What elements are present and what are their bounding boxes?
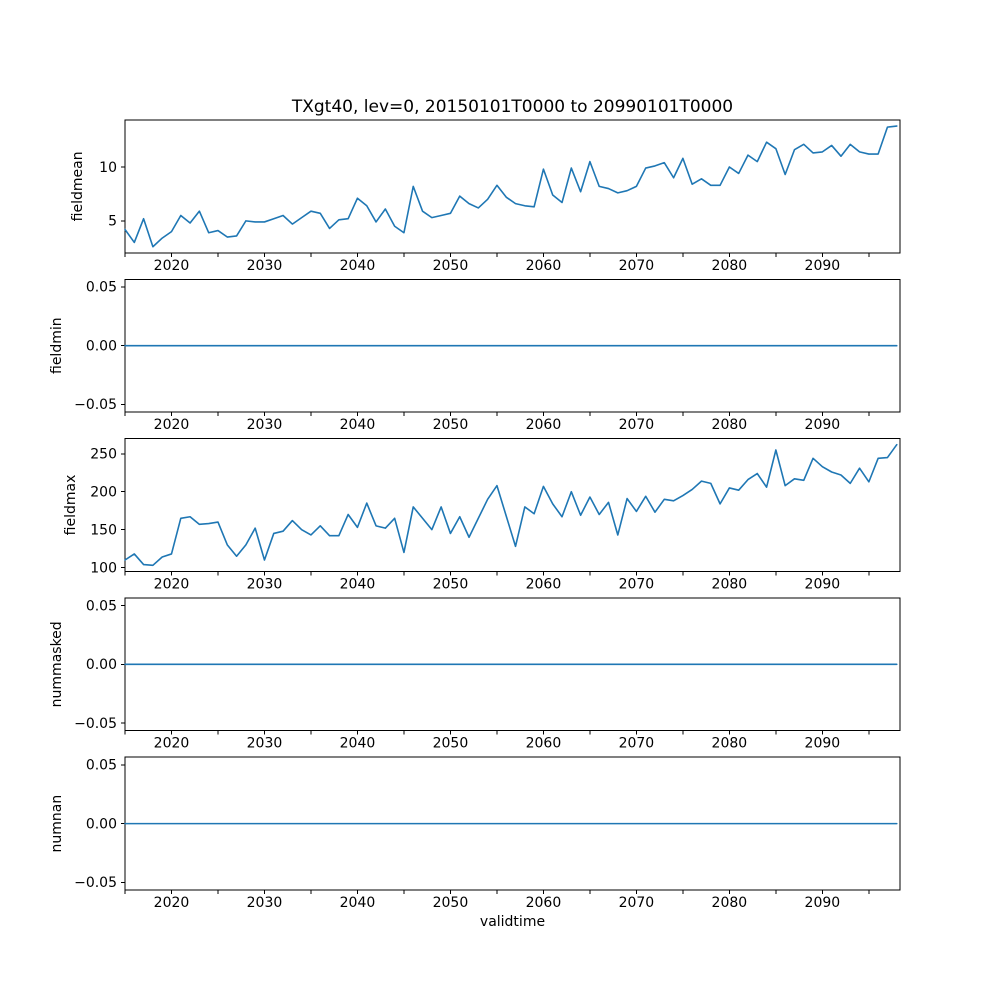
y-tick-label: 0.00 (86, 816, 117, 832)
x-tick-label: 2020 (154, 576, 190, 592)
y-tick-label: 0.05 (86, 280, 117, 296)
x-tick-label: 2060 (526, 258, 562, 274)
x-tick-label: 2070 (619, 576, 655, 592)
ylabel-fieldmean: fieldmean (70, 151, 86, 221)
x-axis-label: validtime (479, 914, 546, 930)
chart-title: TXgt40, lev=0, 20150101T0000 to 20990101… (291, 97, 734, 117)
x-tick-label: 2070 (619, 258, 655, 274)
ylabel-fieldmax: fieldmax (63, 475, 79, 536)
panel-numnan: −0.05 0.00 0.05 2020 2030 2040 2050 2060 2070 208… (49, 756, 901, 911)
x-tick-label: 2060 (526, 417, 562, 433)
x-tick-label: 2070 (619, 895, 655, 911)
x-tick-label: 2080 (712, 258, 748, 274)
x-tick-label: 2040 (340, 417, 376, 433)
fieldmean-line (124, 125, 898, 248)
x-tick-label: 2020 (154, 417, 190, 433)
x-tick-label: 2020 (154, 258, 190, 274)
panel-fieldmean: 5 10 2020 2030 2040 2050 2060 2070 2080 2090 field… (70, 119, 901, 274)
x-tick-label: 2090 (805, 576, 841, 592)
x-tick-label: 2040 (340, 258, 376, 274)
x-tick-label: 2060 (526, 736, 562, 752)
x-tick-label: 2030 (247, 576, 283, 592)
panel-nummasked: −0.05 0.00 0.05 2020 2030 2040 2050 2060 2070 208… (49, 597, 901, 752)
x-tick-label: 2020 (154, 895, 190, 911)
y-tick-label: 0.00 (86, 657, 117, 673)
x-tick-label: 2040 (340, 895, 376, 911)
x-tick-label: 2080 (712, 576, 748, 592)
x-tick-label: 2060 (526, 895, 562, 911)
x-tick-label: 2030 (247, 258, 283, 274)
y-tick-label: 0.00 (86, 338, 117, 354)
x-tick-label: 2030 (247, 736, 283, 752)
x-tick-label: 2080 (712, 736, 748, 752)
ylabel-nummasked: nummasked (49, 621, 65, 707)
x-tick-label: 2080 (712, 895, 748, 911)
y-tick-label: 10 (99, 160, 117, 176)
x-tick-label: 2030 (247, 895, 283, 911)
fieldmax-line (124, 443, 898, 567)
x-tick-label: 2050 (433, 417, 469, 433)
x-tick-label: 2050 (433, 576, 469, 592)
x-tick-label: 2040 (340, 736, 376, 752)
x-tick-label: 2050 (433, 258, 469, 274)
y-tick-label: 200 (90, 485, 117, 501)
x-tick-label: 2060 (526, 576, 562, 592)
x-tick-label: 2070 (619, 417, 655, 433)
x-tick-label: 2050 (433, 736, 469, 752)
x-tick-label: 2030 (247, 417, 283, 433)
x-tick-label: 2090 (805, 736, 841, 752)
x-tick-label: 2070 (619, 736, 655, 752)
ylabel-fieldmin: fieldmin (49, 317, 65, 374)
x-tick-label: 2090 (805, 417, 841, 433)
y-tick-label: 100 (90, 560, 117, 576)
axes-frame (124, 438, 901, 572)
x-tick-label: 2090 (805, 895, 841, 911)
x-tick-label: 2050 (433, 895, 469, 911)
y-tick-label: 0.05 (86, 758, 117, 774)
x-tick-label: 2040 (340, 576, 376, 592)
y-tick-label: 250 (90, 447, 117, 463)
y-tick-label: −0.05 (74, 397, 117, 413)
y-tick-label: −0.05 (74, 716, 117, 732)
x-tick-label: 2020 (154, 736, 190, 752)
panel-fieldmax: 100 150 200 250 2020 2030 2040 2050 2060 2070 2080… (63, 438, 901, 592)
y-tick-label: 0.05 (86, 598, 117, 614)
y-tick-label: −0.05 (74, 875, 117, 891)
y-tick-label: 5 (108, 214, 117, 230)
axes-frame (124, 119, 901, 254)
panel-fieldmin: −0.05 0.00 0.05 2020 2030 2040 2050 2060 2070 208… (49, 278, 901, 433)
x-tick-label: 2080 (712, 417, 748, 433)
x-tick-label: 2090 (805, 258, 841, 274)
y-tick-label: 150 (90, 522, 117, 538)
ylabel-numnan: numnan (49, 795, 65, 853)
